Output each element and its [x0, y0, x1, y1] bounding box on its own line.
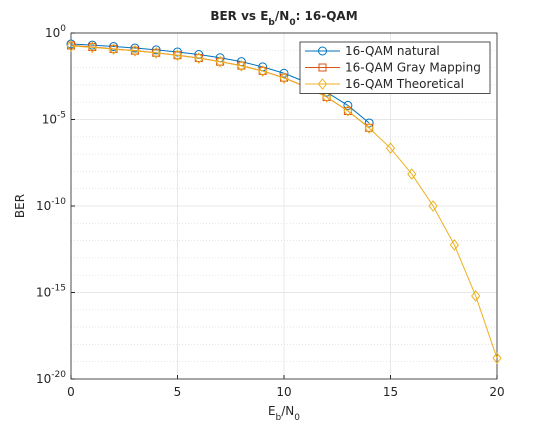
chart-title-part: BER vs E	[210, 9, 268, 23]
marker	[471, 290, 481, 302]
marker	[236, 60, 247, 72]
y-tick-base: 10	[36, 372, 51, 386]
marker	[318, 46, 327, 56]
y-tick-exponent: -15	[51, 284, 66, 294]
legend-label: 16-QAM Theoretical	[345, 77, 464, 91]
marker	[428, 200, 438, 212]
chart-title-part: 0	[289, 18, 295, 28]
x-axis-label-part: /N	[281, 404, 294, 418]
marker	[385, 142, 396, 154]
marker	[343, 100, 353, 110]
marker	[407, 168, 417, 180]
marker	[492, 352, 502, 364]
y-tick-label: 100	[45, 24, 66, 40]
marker	[108, 43, 119, 55]
y-tick-label: 10-15	[36, 284, 66, 300]
marker	[317, 78, 328, 90]
y-tick-exponent: 0	[60, 24, 66, 34]
marker	[130, 45, 140, 57]
y-tick-base: 10	[36, 286, 51, 300]
chart-title: BER vs Eb/N0: 16-QAM	[210, 9, 357, 28]
marker	[87, 41, 97, 54]
x-axis-label-part: 0	[294, 413, 300, 423]
y-tick-exponent: -10	[51, 197, 66, 207]
y-tick-base: 10	[36, 199, 51, 213]
x-tick-label: 20	[489, 385, 504, 399]
marker	[449, 239, 460, 251]
marker	[279, 72, 289, 84]
y-tick-label: 10-20	[36, 370, 66, 386]
x-axis-label-part: E	[268, 404, 276, 418]
marker	[321, 91, 332, 103]
x-tick-label: 0	[67, 385, 75, 399]
y-tick-label: 10-5	[42, 111, 66, 127]
marker	[66, 40, 76, 52]
x-tick-label: 15	[383, 385, 398, 399]
marker	[194, 52, 204, 64]
chart-title-part: b	[268, 18, 275, 28]
y-tick-base: 10	[45, 26, 60, 40]
series-line	[70, 45, 498, 359]
legend-label: 16-QAM Gray Mapping	[345, 61, 481, 75]
marker	[258, 65, 268, 77]
marker	[364, 122, 374, 134]
y-tick-exponent: -20	[51, 370, 66, 380]
marker	[172, 49, 183, 62]
x-tick-label: 10	[276, 385, 291, 399]
x-tick-label: 5	[174, 385, 182, 399]
y-tick-exponent: -5	[57, 111, 66, 121]
marker	[343, 104, 353, 117]
marker	[364, 118, 374, 128]
x-axis-label-part: b	[276, 413, 282, 423]
axes-box	[70, 32, 498, 380]
chart-title-part: /N	[275, 9, 289, 23]
marker	[151, 47, 161, 59]
y-axis-label: BER	[13, 194, 27, 218]
legend-label: 16-QAM natural	[345, 44, 440, 58]
y-tick-base: 10	[42, 113, 57, 127]
marker	[318, 63, 327, 72]
marker	[215, 55, 225, 68]
chart-title-part: : 16-QAM	[296, 9, 358, 23]
x-axis-label: Eb/N0	[268, 404, 300, 423]
y-tick-label: 10-10	[36, 197, 66, 213]
